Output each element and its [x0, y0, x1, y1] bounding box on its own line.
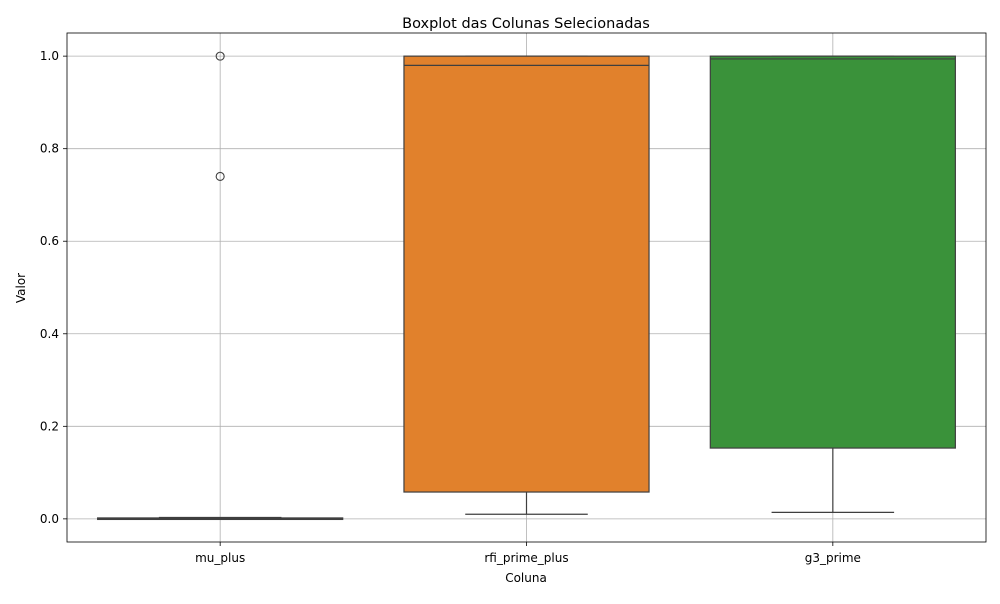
y-tick-label: 0.4 — [40, 327, 59, 341]
y-tick-label: 1.0 — [40, 49, 59, 63]
box-mu_plus — [97, 51, 344, 521]
y-axis-label: Valor — [14, 273, 28, 303]
box-body — [403, 55, 650, 493]
x-tick-label: mu_plus — [195, 551, 245, 565]
outlier-point — [215, 51, 225, 61]
chart-title: Boxplot das Colunas Selecionadas — [402, 16, 650, 32]
y-tick-label: 0.8 — [40, 142, 59, 156]
y-tick-label: 0.6 — [40, 234, 59, 248]
outlier-point — [215, 171, 225, 181]
box-g3_prime — [709, 55, 956, 513]
box-body — [709, 55, 956, 449]
boxes-layer — [97, 51, 956, 521]
box-rfi_prime_plus — [403, 55, 650, 515]
axis-ticks: 0.0 0.2 0.4 0.6 0.8 1.0 mu_plus rfi_prime_plus g… — [40, 49, 861, 565]
y-tick-label: 0.2 — [40, 419, 59, 433]
x-tick-label: g3_prime — [805, 551, 861, 565]
x-axis-label: Coluna — [505, 571, 547, 585]
x-tick-label: rfi_prime_plus — [484, 551, 568, 565]
y-tick-label: 0.0 — [40, 512, 59, 526]
